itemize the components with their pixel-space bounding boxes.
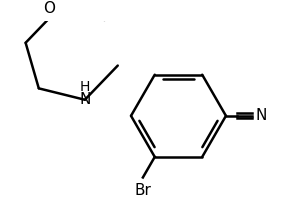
- Text: Br: Br: [134, 183, 151, 198]
- Text: H: H: [80, 80, 90, 94]
- Text: O: O: [43, 1, 55, 16]
- Text: N: N: [255, 108, 267, 123]
- Text: N: N: [79, 92, 91, 107]
